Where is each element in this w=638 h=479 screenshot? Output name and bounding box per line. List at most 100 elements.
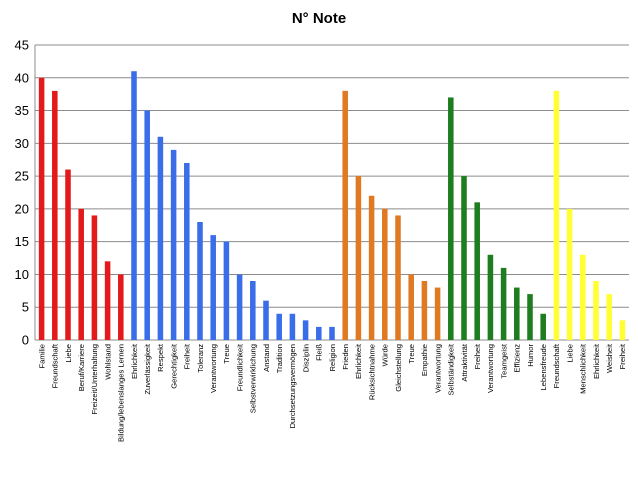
x-tick-label: Verantwortung (486, 344, 495, 393)
x-tick-label: Liebe (64, 344, 73, 363)
x-tick-label: Freiheit (618, 343, 627, 369)
x-tick-label: Freundlichkeit (235, 343, 244, 391)
y-tick-label: 0 (22, 333, 29, 348)
bar (289, 313, 296, 340)
bar (157, 136, 164, 340)
x-tick-label: Freiheit (473, 343, 482, 369)
bar (197, 222, 203, 340)
bar (302, 320, 309, 340)
bar (342, 90, 348, 340)
bar (184, 163, 190, 340)
bar (566, 208, 573, 340)
bar (408, 274, 414, 340)
bar (316, 326, 322, 340)
x-tick-label: Rücksichtnahme (367, 344, 376, 400)
x-tick-label: Würde (381, 344, 390, 366)
bar (118, 274, 124, 340)
bar (593, 281, 599, 340)
chart-title: N° Note (292, 10, 346, 27)
x-tick-label: Toleranz (196, 344, 205, 373)
x-tick-label: Religion (328, 344, 337, 371)
y-tick-label: 40 (15, 70, 29, 85)
x-tick-label: Ehrlichkeit (130, 343, 139, 379)
bar (395, 215, 401, 340)
x-tick-label: Respekt (156, 343, 165, 372)
y-tick-label: 35 (15, 103, 29, 118)
x-tick-label: Bildung/lebenslanges Lernen (117, 344, 126, 442)
y-tick-label: 45 (15, 38, 29, 53)
bar (38, 77, 45, 341)
x-tick-label: Selbständigkeit (447, 343, 456, 395)
bar (210, 235, 216, 340)
x-tick-label: Frieden (341, 344, 350, 370)
x-tick-label: Selbstverwirklichung (249, 344, 258, 413)
x-tick-label: Freundschaft (51, 343, 60, 388)
x-tick-label: Attraktivität (460, 343, 469, 381)
bar (448, 97, 454, 340)
bar (250, 281, 256, 340)
bar (223, 241, 230, 340)
bar (78, 208, 84, 340)
bar (540, 313, 546, 340)
bar (276, 313, 282, 340)
bar (65, 169, 71, 340)
bar (606, 294, 612, 340)
x-tick-label: Zuverlässigkeit (143, 343, 152, 395)
y-tick-label: 10 (15, 267, 29, 282)
bar (104, 261, 111, 340)
x-tick-label: Verantwortung (209, 344, 218, 393)
bar (580, 254, 586, 340)
x-tick-label: Effizienz (513, 344, 522, 373)
x-tick-label: Gleichstellung (394, 344, 403, 392)
bar (236, 274, 243, 340)
bar (355, 176, 362, 340)
x-tick-label: Familie (37, 344, 46, 368)
x-tick-label: Freizeit/Unterhaltung (90, 344, 99, 415)
x-tick-label: Durchsetzungsvermögen (288, 344, 297, 428)
y-tick-label: 15 (15, 234, 29, 249)
bar (461, 176, 467, 340)
x-tick-label: Empathie (420, 344, 429, 376)
bar (131, 71, 137, 340)
y-tick-label: 25 (15, 169, 29, 184)
x-tick-label: Weisheit (605, 343, 614, 373)
x-tick-label: Disziplin (301, 344, 310, 372)
x-tick-label: Ehrlichkeit (354, 343, 363, 379)
x-tick-label: Freundschaft (552, 343, 561, 388)
x-tick-label: Freiheit (183, 343, 192, 369)
bars (38, 71, 626, 341)
x-axis-ticks: Familie Freundschaft Liebe Beruf/Karriere Fr… (37, 343, 627, 442)
x-tick-label: Ehrlichkeit (592, 343, 601, 379)
bar (500, 267, 507, 340)
x-tick-label: Beruf/Karriere (77, 344, 86, 391)
bar (421, 281, 428, 340)
y-tick-label: 20 (15, 201, 29, 216)
x-tick-label: Menschlichkeit (579, 343, 588, 394)
x-tick-label: Anstand (262, 344, 271, 372)
x-tick-label: Liebe (565, 344, 574, 363)
y-tick-label: 30 (15, 136, 29, 151)
x-tick-label: Humor (526, 344, 535, 367)
bar (514, 287, 520, 340)
x-tick-label: Teamgeist (499, 343, 508, 378)
bar (368, 195, 375, 340)
x-tick-label: Fleiß (315, 344, 324, 361)
x-tick-label: Tradition (275, 344, 284, 373)
bar (144, 110, 150, 340)
bar (91, 215, 98, 340)
bar (382, 208, 388, 340)
bar (52, 90, 58, 340)
x-tick-label: Wohlstand (103, 344, 112, 380)
x-tick-label: Lebensfreude (539, 344, 548, 390)
bar (170, 149, 177, 340)
bar (527, 294, 533, 340)
x-tick-label: Treue (222, 344, 231, 364)
bar (619, 320, 626, 340)
x-tick-label: Gerechtigkeit (169, 343, 178, 389)
x-tick-label: Verantwortung (433, 344, 442, 393)
bar (263, 300, 269, 340)
bar (474, 202, 480, 340)
bar (434, 287, 441, 340)
y-axis-ticks: 0 5 10 15 20 25 30 35 40 45 (15, 38, 29, 348)
